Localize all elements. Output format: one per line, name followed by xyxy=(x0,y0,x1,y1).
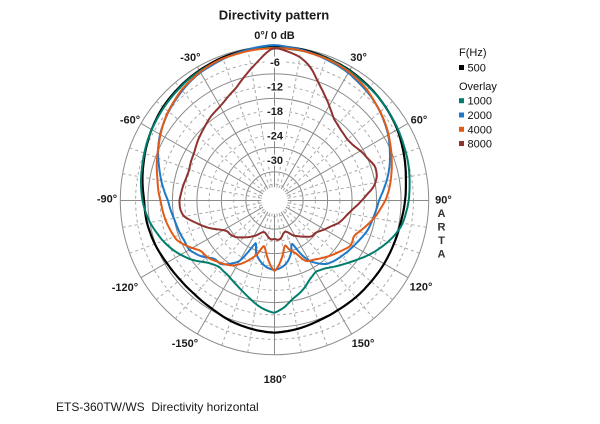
svg-text:A: A xyxy=(438,249,446,261)
svg-text:A: A xyxy=(438,208,446,220)
svg-text:8000: 8000 xyxy=(468,139,492,151)
svg-text:-60°: -60° xyxy=(120,115,140,127)
svg-text:30°: 30° xyxy=(350,52,367,64)
svg-text:0°/ 0 dB: 0°/ 0 dB xyxy=(254,30,295,42)
svg-text:ETS-360TW/WS Directivity hori: ETS-360TW/WS Directivity horizontal xyxy=(56,400,259,414)
svg-text:-18: -18 xyxy=(267,106,283,118)
svg-text:F(Hz): F(Hz) xyxy=(459,47,487,59)
svg-text:2000: 2000 xyxy=(468,110,492,122)
svg-text:1000: 1000 xyxy=(468,96,492,108)
svg-text:Overlay: Overlay xyxy=(459,81,497,93)
svg-text:120°: 120° xyxy=(410,282,433,294)
svg-text:-90°: -90° xyxy=(97,194,117,206)
svg-text:500: 500 xyxy=(468,63,486,75)
svg-text:Directivity pattern: Directivity pattern xyxy=(219,8,330,23)
svg-text:150°: 150° xyxy=(352,338,375,350)
svg-text:-24: -24 xyxy=(267,131,284,143)
svg-text:180°: 180° xyxy=(264,374,287,386)
svg-text:90°: 90° xyxy=(435,195,452,207)
svg-text:-150°: -150° xyxy=(172,338,198,350)
svg-text:60°: 60° xyxy=(411,115,428,127)
svg-text:T: T xyxy=(438,235,445,247)
svg-text:-120°: -120° xyxy=(112,282,138,294)
svg-text:-30: -30 xyxy=(267,155,283,167)
svg-text:-12: -12 xyxy=(267,82,283,94)
svg-text:-30°: -30° xyxy=(180,52,200,64)
svg-text:-6: -6 xyxy=(270,57,280,69)
svg-text:4000: 4000 xyxy=(468,124,492,136)
svg-text:R: R xyxy=(438,222,446,234)
